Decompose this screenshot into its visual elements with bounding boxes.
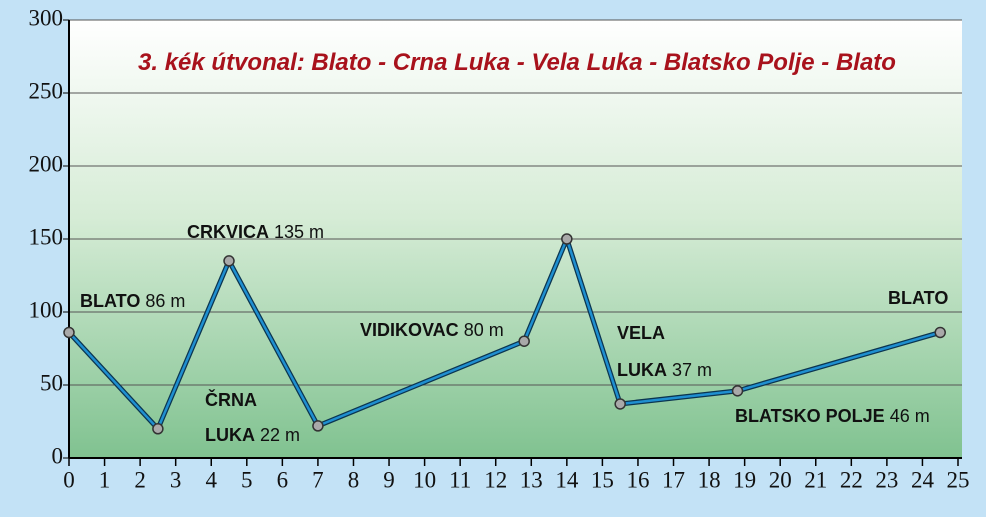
x-tick-label: 21 xyxy=(804,467,827,492)
x-tick-label: 7 xyxy=(312,467,324,492)
x-tick-label: 10 xyxy=(413,467,436,492)
point-name: BLATO xyxy=(888,288,948,308)
point-label: BLATSKO POLJE 46 m xyxy=(735,406,930,426)
point-label: BLATO xyxy=(888,288,948,308)
point xyxy=(614,398,626,410)
x-tick-label: 9 xyxy=(383,467,395,492)
point xyxy=(934,326,946,339)
y-tick-label: 0 xyxy=(52,443,64,468)
x-tick-label: 16 xyxy=(626,467,649,492)
elevation-label: 86 m xyxy=(145,291,185,311)
x-tick-label: 24 xyxy=(911,467,935,492)
elevation-label: 37 m xyxy=(672,360,712,380)
x-tick-label: 4 xyxy=(205,467,217,492)
elevation-label: 46 m xyxy=(890,406,930,426)
point-label: CRKVICA 135 m xyxy=(187,222,324,242)
x-tick-label: 25 xyxy=(947,467,970,492)
point-label: ČRNA xyxy=(205,389,257,410)
point-name: LUKA xyxy=(205,425,255,445)
y-tick-label: 200 xyxy=(29,151,64,176)
point xyxy=(561,233,573,245)
y-tick-label: 300 xyxy=(29,5,64,30)
x-tick-label: 6 xyxy=(277,467,289,492)
point xyxy=(63,326,75,339)
x-tick-label: 13 xyxy=(520,467,543,492)
x-tick-label: 1 xyxy=(99,467,111,492)
point xyxy=(518,335,530,347)
x-tick-label: 8 xyxy=(348,467,360,492)
elevation-label: 22 m xyxy=(260,425,300,445)
elevation-label: 135 m xyxy=(274,222,324,242)
point xyxy=(223,255,235,267)
point-name: ČRNA xyxy=(205,389,257,410)
x-tick-label: 19 xyxy=(733,467,756,492)
point xyxy=(312,420,324,432)
elevation-label: 80 m xyxy=(464,320,504,340)
point-name: VELA xyxy=(617,323,665,343)
point-label: VIDIKOVAC 80 m xyxy=(360,320,504,340)
point-label: VELA xyxy=(617,323,665,343)
x-tick-label: 17 xyxy=(662,467,685,492)
x-tick-label: 23 xyxy=(875,467,898,492)
x-tick-label: 12 xyxy=(484,467,507,492)
x-tick-label: 3 xyxy=(170,467,182,492)
point-label: LUKA 37 m xyxy=(617,360,712,380)
point xyxy=(152,423,164,435)
point xyxy=(731,385,744,397)
x-tick-label: 20 xyxy=(769,467,792,492)
y-tick-label: 50 xyxy=(40,370,63,395)
point-label: LUKA 22 m xyxy=(205,425,300,445)
x-tick-label: 5 xyxy=(241,467,253,492)
point-name: BLATO xyxy=(80,291,140,311)
x-tick-label: 0 xyxy=(63,467,75,492)
x-tick-label: 22 xyxy=(840,467,863,492)
y-tick-label: 250 xyxy=(29,78,64,103)
x-tick-label: 14 xyxy=(555,467,579,492)
x-tick-label: 15 xyxy=(591,467,614,492)
x-tick-label: 11 xyxy=(449,467,471,492)
point-name: LUKA xyxy=(617,360,667,380)
y-tick-label: 100 xyxy=(29,297,64,322)
y-tick-label: 150 xyxy=(29,224,64,249)
point-label: BLATO 86 m xyxy=(80,291,185,311)
point-name: BLATSKO POLJE xyxy=(735,406,885,426)
chart-title: 3. kék útvonal: Blato - Crna Luka - Vela… xyxy=(138,49,896,76)
x-tick-label: 18 xyxy=(698,467,721,492)
point-name: VIDIKOVAC xyxy=(360,320,459,340)
x-tick-label: 2 xyxy=(134,467,146,492)
point-name: CRKVICA xyxy=(187,222,269,242)
